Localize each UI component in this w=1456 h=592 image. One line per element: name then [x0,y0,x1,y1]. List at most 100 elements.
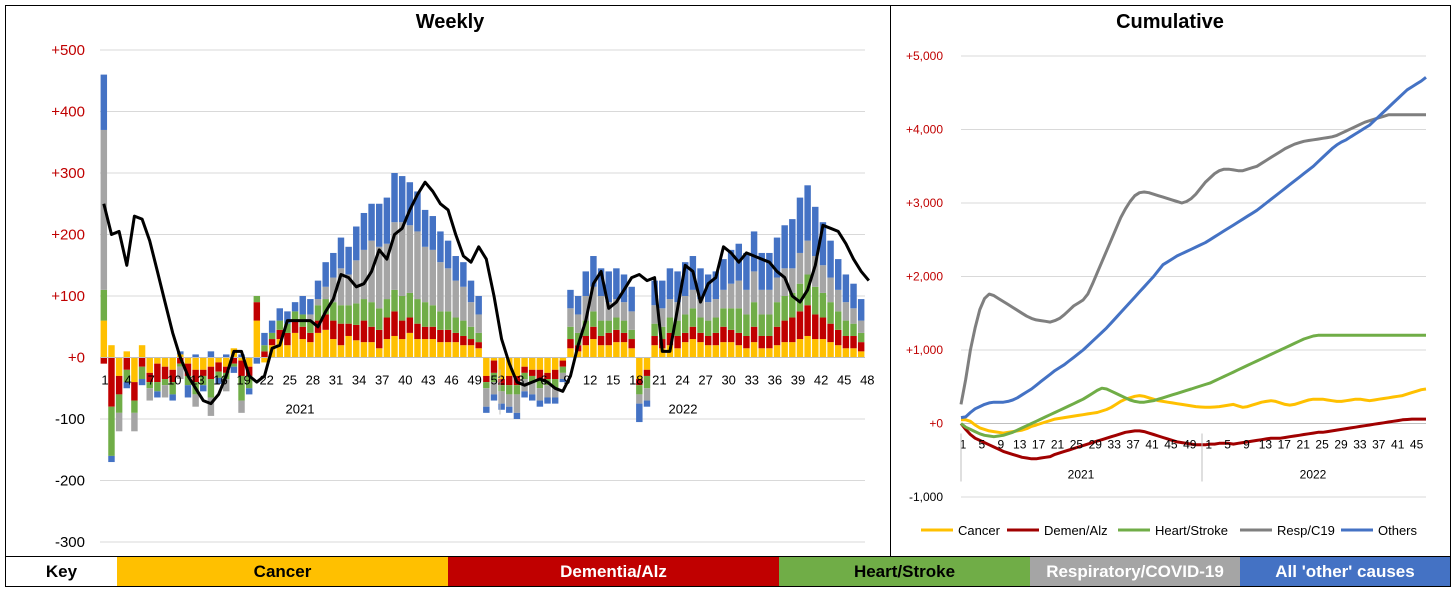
weekly-bar-demen-alz [398,320,406,340]
weekly-y-tick-label: +300 [51,165,85,182]
weekly-bar-cancer [398,339,406,358]
weekly-bar-cancer [475,348,482,358]
weekly-bar-demen-alz [750,326,758,343]
weekly-bar-resp-c19 [536,388,544,401]
weekly-bar-heart-stroke [284,323,291,333]
weekly-bar-cancer [720,342,727,358]
weekly-bar-demen-alz [207,366,215,380]
weekly-bar-cancer [559,357,567,361]
weekly-bar-cancer [773,345,781,358]
weekly-bar-heart-stroke [597,320,605,336]
weekly-bar-heart-stroke [620,320,628,333]
weekly-bar-demen-alz [138,357,146,367]
weekly-bar-demen-alz [766,335,773,349]
weekly-bar-resp-c19 [360,249,368,300]
cum-x-tick-label: 25 [1315,438,1329,452]
weekly-bar-resp-c19 [444,268,452,312]
weekly-bar-others [460,262,467,287]
weekly-bar-others [850,283,857,309]
weekly-bar-demen-alz [743,335,750,349]
cum-x-tick-label: 1 [960,438,967,452]
weekly-bar-cancer [766,348,773,358]
weekly-bar-cancer [421,339,429,358]
weekly-bar-demen-alz [184,363,192,376]
weekly-bar-resp-c19 [567,308,574,327]
weekly-bar-demen-alz [131,382,138,401]
weekly-bar-demen-alz [605,332,612,346]
weekly-bar-cancer [146,357,153,373]
weekly-bar-demen-alz [421,326,429,340]
weekly-bar-resp-c19 [483,388,490,407]
weekly-bar-heart-stroke [567,326,574,340]
weekly-bar-others [391,173,398,223]
weekly-x-tick-label: 7 [148,373,155,388]
weekly-bar-demen-alz [200,369,207,376]
weekly-bar-heart-stroke [590,311,597,327]
weekly-bar-demen-alz [643,369,651,376]
weekly-bar-others [207,351,215,358]
weekly-bar-demen-alz [460,335,467,346]
weekly-bar-demen-alz [758,335,765,349]
weekly-bar-heart-stroke [773,302,781,327]
weekly-bar-heart-stroke [368,302,375,327]
weekly-bar-others [819,222,827,266]
weekly-bar-resp-c19 [758,289,765,315]
weekly-bar-heart-stroke [789,292,796,318]
weekly-bar-others [750,231,758,272]
weekly-y-tick-label: +500 [51,42,85,59]
weekly-bar-demen-alz [682,332,689,343]
weekly-bar-heart-stroke [184,375,192,386]
weekly-bar-cancer [513,357,521,376]
weekly-bar-heart-stroke [521,372,528,380]
weekly-x-tick-label: 18 [629,373,643,388]
weekly-bar-demen-alz [230,357,238,364]
weekly-bar-demen-alz [773,326,781,346]
key-label: Key [6,557,117,586]
weekly-bar-resp-c19 [177,366,184,380]
weekly-bar-cancer [628,348,635,358]
weekly-bar-demen-alz [666,332,674,346]
weekly-bar-cancer [567,348,574,358]
weekly-bar-heart-stroke [146,382,153,389]
weekly-bar-resp-c19 [582,296,589,321]
weekly-bar-others [613,268,620,300]
weekly-bar-heart-stroke [536,379,544,389]
weekly-bar-heart-stroke [353,303,360,325]
weekly-bar-others [421,209,429,247]
weekly-bar-heart-stroke [268,332,276,340]
weekly-bar-others [506,406,513,413]
weekly-bar-resp-c19 [766,289,773,315]
weekly-bar-cancer [498,357,505,380]
weekly-bar-others [498,403,505,410]
weekly-bar-heart-stroke [628,329,635,340]
weekly-bar-cancer [850,348,857,358]
weekly-bar-others [827,240,834,278]
weekly-bar-heart-stroke [253,296,261,303]
cum-y-tick-label: +5,000 [906,49,943,63]
weekly-bar-resp-c19 [238,400,245,413]
weekly-bar-resp-c19 [743,289,750,315]
weekly-bar-demen-alz [223,366,230,373]
weekly-bar-demen-alz [368,326,375,343]
weekly-bar-resp-c19 [353,260,360,304]
weekly-bar-cancer [697,342,704,358]
weekly-bar-others [483,406,490,413]
weekly-bar-resp-c19 [819,265,827,293]
cum-x-tick-label: 9 [997,438,1004,452]
weekly-bar-heart-stroke [314,305,322,321]
cum-line-heart-stroke [960,333,1426,439]
weekly-bar-cancer [337,345,345,358]
key-others: All 'other' causes [1240,557,1450,586]
weekly-bar-demen-alz [735,332,742,346]
weekly-bar-others [345,246,352,275]
weekly-bar-others [452,256,459,281]
weekly-bar-demen-alz [781,320,788,343]
weekly-bar-heart-stroke [559,366,567,373]
weekly-bar-heart-stroke [574,332,582,346]
weekly-bar-cancer [376,348,383,358]
weekly-bar-cancer [521,357,528,367]
weekly-bar-resp-c19 [322,286,329,300]
weekly-bar-cancer [544,357,551,373]
cum-legend-label: Resp/C19 [1277,523,1335,538]
weekly-bar-others [467,280,475,303]
